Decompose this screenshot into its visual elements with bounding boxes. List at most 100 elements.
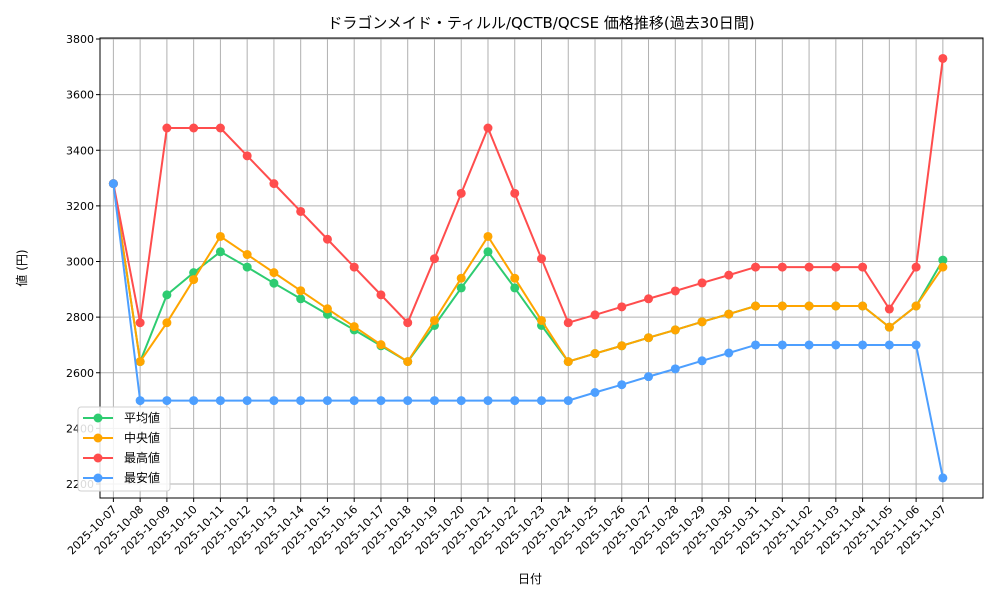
data-point (644, 294, 654, 304)
data-point (429, 396, 439, 406)
data-point (831, 301, 841, 311)
legend-marker (93, 433, 103, 443)
legend-marker (93, 453, 103, 463)
y-tick-label: 2800 (66, 311, 94, 324)
data-point (670, 364, 680, 374)
data-point (697, 278, 707, 288)
data-point (537, 396, 546, 406)
data-point (884, 322, 894, 332)
data-point (831, 340, 841, 350)
data-point (296, 206, 306, 216)
data-point (724, 348, 734, 358)
data-point (456, 188, 466, 198)
data-point (724, 309, 734, 319)
data-point (242, 151, 252, 161)
data-point (269, 396, 279, 406)
data-point (938, 473, 948, 483)
chart-title: ドラゴンメイド・ティルル/QCTB/QCSE 価格推移(過去30日間) (327, 14, 754, 32)
data-point (537, 315, 546, 325)
series-2 (108, 53, 948, 328)
data-point (670, 325, 680, 335)
legend-box (77, 406, 171, 492)
data-point (590, 387, 600, 397)
data-point (322, 304, 332, 314)
series-3 (108, 179, 948, 483)
data-point (296, 396, 306, 406)
data-point (349, 262, 359, 272)
data-point (215, 396, 225, 406)
data-point (804, 301, 814, 311)
data-point (322, 396, 332, 406)
data-point (911, 262, 921, 272)
series-0 (108, 179, 948, 367)
y-tick-label: 3600 (66, 89, 94, 102)
data-point (135, 396, 145, 406)
data-point (376, 290, 386, 300)
data-point (617, 380, 627, 390)
data-point (162, 290, 172, 300)
data-point (858, 340, 868, 350)
data-point (563, 357, 573, 367)
data-point (162, 396, 172, 406)
data-point (590, 310, 600, 320)
data-point (322, 234, 332, 244)
data-point (269, 278, 279, 288)
series-1 (108, 179, 948, 367)
data-point (510, 283, 520, 293)
data-point (510, 396, 520, 406)
data-point (483, 247, 493, 257)
data-point (456, 283, 466, 293)
y-tick-label: 2600 (66, 367, 94, 380)
data-point (162, 123, 172, 133)
data-point (242, 250, 252, 260)
data-point (911, 301, 921, 311)
y-axis-label: 値 (円) (14, 249, 29, 286)
data-point (429, 315, 439, 325)
data-point (403, 396, 413, 406)
data-point (751, 262, 761, 272)
data-point (697, 317, 707, 327)
x-axis: 2025-10-072025-10-082025-10-092025-10-10… (65, 498, 949, 557)
data-point (162, 318, 172, 328)
series-line (112, 183, 944, 365)
data-point (751, 340, 761, 350)
data-point (456, 396, 466, 406)
data-point (938, 262, 948, 272)
data-point (804, 262, 814, 272)
data-point (296, 294, 306, 304)
data-point (403, 318, 413, 328)
data-point (215, 247, 225, 257)
data-point (884, 340, 894, 350)
data-point (108, 179, 118, 189)
series-group (108, 53, 948, 483)
y-tick-label: 3400 (66, 144, 94, 157)
legend-marker (93, 413, 103, 423)
data-point (510, 188, 520, 198)
data-point (189, 275, 199, 285)
data-point (858, 262, 868, 272)
data-point (403, 357, 413, 367)
y-tick-label: 3800 (66, 33, 94, 46)
data-point (242, 396, 252, 406)
data-point (724, 270, 734, 280)
legend-label: 平均値 (124, 410, 160, 425)
data-point (644, 372, 654, 382)
series-line (112, 58, 944, 325)
data-point (670, 286, 680, 296)
legend-label: 最高値 (124, 450, 160, 465)
data-point (644, 333, 654, 343)
y-tick-label: 3200 (66, 200, 94, 213)
data-point (296, 286, 306, 296)
data-point (751, 301, 761, 311)
data-point (590, 349, 600, 359)
data-point (242, 262, 252, 272)
data-point (135, 318, 145, 328)
data-point (376, 396, 386, 406)
data-point (884, 304, 894, 314)
data-point (617, 341, 627, 351)
data-point (215, 231, 225, 241)
x-axis-label: 日付 (518, 572, 542, 586)
